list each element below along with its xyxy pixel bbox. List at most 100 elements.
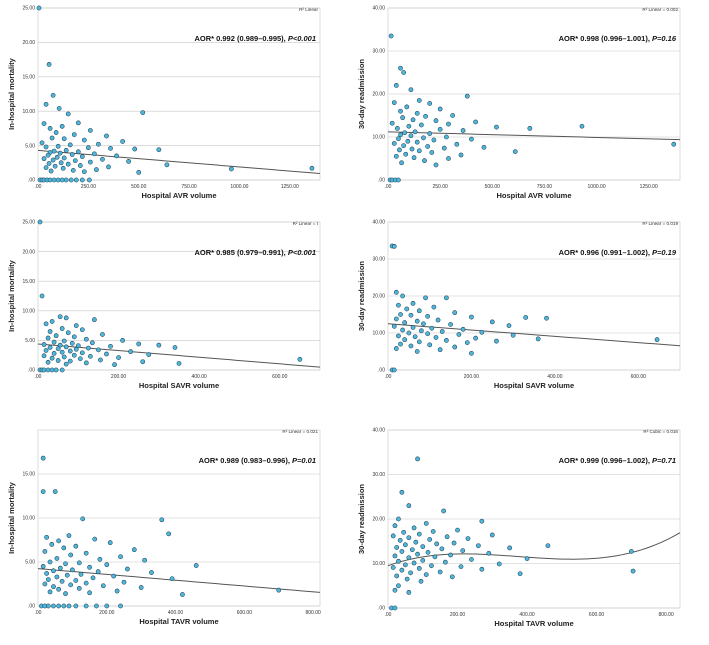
data-point bbox=[399, 567, 405, 573]
data-point bbox=[96, 141, 101, 147]
data-point bbox=[81, 169, 87, 175]
y-axis-label: In-hospital mortality bbox=[7, 481, 16, 554]
data-point bbox=[398, 312, 403, 317]
panel-tavr-mortality: .00 5.00 10.00 15.00 .00 200.00 400.00 600.00 80… bbox=[7, 429, 321, 626]
data-point bbox=[404, 104, 410, 110]
data-point bbox=[309, 165, 315, 171]
data-point bbox=[441, 508, 446, 514]
r2-legend: R² Linear = 0.021 bbox=[282, 429, 318, 434]
data-point bbox=[48, 168, 54, 174]
data-point bbox=[56, 603, 62, 609]
data-point bbox=[51, 148, 57, 154]
data-point bbox=[45, 335, 51, 341]
data-point bbox=[544, 315, 549, 321]
data-point bbox=[68, 582, 74, 588]
data-point bbox=[63, 148, 69, 153]
data-point bbox=[71, 334, 77, 340]
data-point bbox=[61, 354, 67, 360]
data-point bbox=[70, 567, 75, 573]
data-point bbox=[399, 489, 405, 495]
data-point bbox=[121, 579, 127, 585]
data-point bbox=[131, 547, 137, 553]
panel-avr-mortality: .00 5.00 10.00 15.00 20.00 25.00 .00 250.00 500.… bbox=[7, 5, 321, 200]
data-point bbox=[400, 293, 405, 299]
data-point bbox=[414, 110, 420, 116]
data-point bbox=[67, 142, 73, 148]
data-point bbox=[396, 583, 401, 589]
r2-legend: R² Cubic = 0.016 bbox=[643, 429, 678, 434]
aor-annotation: AOR* 0.992 (0.989–0.995), P<0.001 bbox=[194, 34, 316, 43]
data-point bbox=[410, 117, 416, 123]
data-point bbox=[104, 351, 109, 357]
data-point bbox=[396, 302, 401, 308]
data-point bbox=[444, 295, 449, 301]
data-point bbox=[73, 578, 79, 583]
data-point bbox=[39, 293, 45, 299]
data-point bbox=[54, 154, 60, 160]
data-point bbox=[57, 342, 63, 348]
aor-p-value: P<0.001 bbox=[288, 248, 316, 257]
data-point bbox=[94, 167, 99, 173]
data-point bbox=[83, 550, 89, 556]
data-point bbox=[413, 539, 419, 545]
data-point bbox=[47, 177, 53, 183]
data-point bbox=[421, 321, 426, 327]
data-point bbox=[398, 341, 403, 347]
data-point bbox=[451, 540, 457, 546]
x-tick-label: 200.00 bbox=[111, 374, 127, 380]
data-point bbox=[408, 312, 414, 318]
y-tick-label: .00 bbox=[28, 368, 35, 374]
data-point bbox=[476, 543, 481, 549]
data-point bbox=[43, 321, 49, 327]
data-point bbox=[55, 358, 61, 363]
data-point bbox=[469, 314, 474, 320]
data-point bbox=[390, 533, 396, 539]
data-point bbox=[400, 115, 405, 121]
x-tick-label: 600.00 bbox=[272, 374, 288, 380]
data-point bbox=[51, 339, 57, 345]
data-point bbox=[49, 319, 55, 324]
data-point bbox=[36, 5, 42, 11]
data-point bbox=[429, 150, 435, 155]
data-point bbox=[437, 569, 443, 575]
data-point bbox=[61, 338, 67, 344]
y-tick-label: .00 bbox=[28, 604, 35, 610]
data-point bbox=[128, 349, 134, 355]
data-point bbox=[142, 557, 147, 563]
data-point bbox=[396, 333, 401, 339]
data-point bbox=[87, 128, 93, 133]
data-point bbox=[444, 338, 449, 343]
data-point bbox=[392, 605, 398, 611]
data-point bbox=[392, 553, 398, 559]
data-point bbox=[53, 333, 59, 339]
data-point bbox=[94, 603, 99, 609]
data-point bbox=[140, 110, 146, 115]
data-point bbox=[418, 328, 424, 334]
data-point bbox=[415, 456, 420, 462]
data-point bbox=[172, 345, 178, 350]
x-axis-label: Hospital AVR volume bbox=[141, 191, 216, 200]
data-point bbox=[59, 177, 65, 183]
data-point bbox=[136, 170, 142, 175]
data-point bbox=[410, 301, 416, 306]
data-point bbox=[393, 83, 399, 88]
data-point bbox=[431, 304, 437, 310]
data-point bbox=[59, 367, 65, 373]
data-point bbox=[164, 162, 170, 168]
data-point bbox=[57, 565, 63, 571]
x-tick-label: 250.00 bbox=[81, 184, 97, 190]
data-point bbox=[87, 564, 92, 570]
data-point bbox=[414, 318, 420, 324]
data-point bbox=[506, 323, 512, 328]
data-point bbox=[83, 603, 89, 609]
x-tick-label: .00 bbox=[35, 374, 42, 380]
data-point bbox=[496, 561, 502, 567]
data-point bbox=[45, 603, 51, 609]
data-point bbox=[96, 347, 101, 353]
data-point bbox=[63, 361, 69, 367]
data-point bbox=[391, 367, 397, 373]
panel-tavr-readmission: .00 10.00 20.00 30.00 40.00 .00 200.00 400.00 60… bbox=[357, 428, 681, 628]
data-point bbox=[415, 551, 420, 557]
y-tick-label: 30.00 bbox=[372, 472, 385, 478]
data-point bbox=[73, 177, 79, 183]
